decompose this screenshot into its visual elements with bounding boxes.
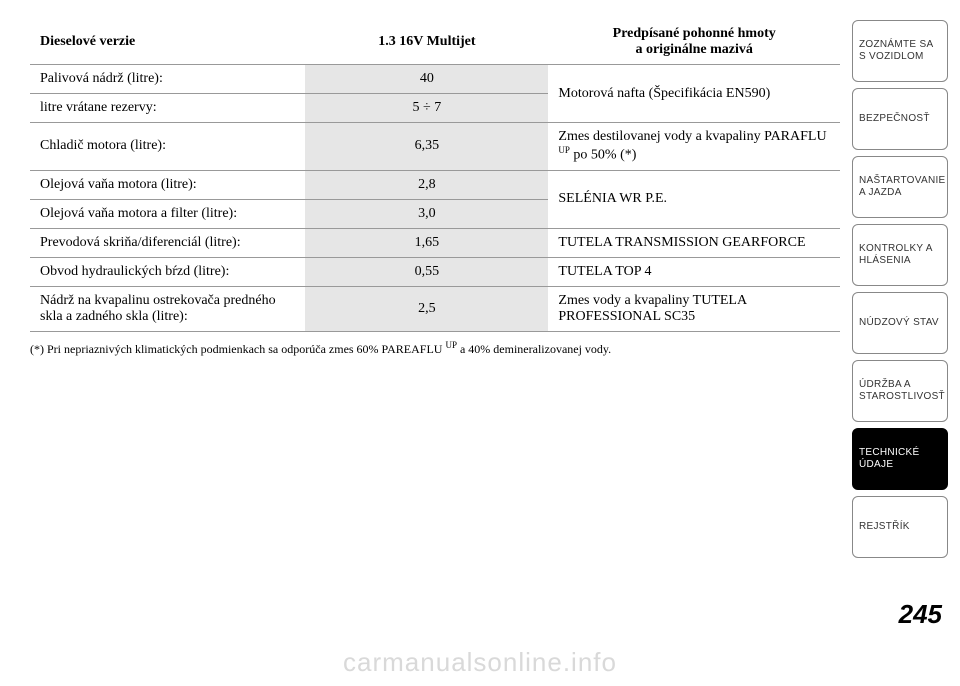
row-label: Obvod hydraulických bŕzd (litre):: [30, 257, 305, 286]
sidebar-tab-2[interactable]: NAŠTARTOVANIE A JAZDA: [852, 156, 948, 218]
sidebar-tab-6[interactable]: TECHNICKÉ ÚDAJE: [852, 428, 948, 490]
header-col2: 1.3 16V Multijet: [305, 20, 548, 65]
row-rec: Motorová nafta (Špecifikácia EN590): [548, 65, 840, 123]
row-label: Olejová vaňa motora (litre):: [30, 170, 305, 199]
row-rec: SELÉNIA WR P.E.: [548, 170, 840, 228]
sidebar-tab-5[interactable]: ÚDRŽBA A STAROSTLIVOSŤ: [852, 360, 948, 422]
row-value: 3,0: [305, 199, 548, 228]
table-header-row: Dieselové verzie 1.3 16V Multijet Predpí…: [30, 20, 840, 65]
table-row: Prevodová skriňa/diferenciál (litre): 1,…: [30, 228, 840, 257]
row-rec: Zmes vody a kvapaliny TUTELA PROFESSIONA…: [548, 286, 840, 331]
row-label: Nádrž na kvapalinu ostrekovača predného …: [30, 286, 305, 331]
watermark: carmanualsonline.info: [0, 647, 960, 678]
row-value: 1,65: [305, 228, 548, 257]
header-col3-line2: a originálne mazivá: [635, 42, 752, 57]
row-rec: TUTELA TRANSMISSION GEARFORCE: [548, 228, 840, 257]
row-label: Prevodová skriňa/diferenciál (litre):: [30, 228, 305, 257]
sidebar-tab-7[interactable]: REJSTŘÍK: [852, 496, 948, 558]
table-row: Chladič motora (litre): 6,35 Zmes destil…: [30, 123, 840, 171]
sidebar-tab-0[interactable]: ZOZNÁMTE SA S VOZIDLOM: [852, 20, 948, 82]
page-number: 245: [899, 599, 942, 630]
row-label: Chladič motora (litre):: [30, 123, 305, 171]
spec-table: Dieselové verzie 1.3 16V Multijet Predpí…: [30, 20, 840, 332]
row-label: litre vrátane rezervy:: [30, 94, 305, 123]
row-value: 2,8: [305, 170, 548, 199]
header-col3-line1: Predpísané pohonné hmoty: [613, 26, 776, 41]
sidebar-nav: ZOZNÁMTE SA S VOZIDLOMBEZPEČNOSŤNAŠTARTO…: [852, 20, 948, 558]
table-row: Nádrž na kvapalinu ostrekovača predného …: [30, 286, 840, 331]
row-rec: Zmes destilovanej vody a kvapaliny PARAF…: [548, 123, 840, 171]
header-col3: Predpísané pohonné hmoty a originálne ma…: [548, 20, 840, 65]
row-label: Olejová vaňa motora a filter (litre):: [30, 199, 305, 228]
row-value: 40: [305, 65, 548, 94]
row-label: Palivová nádrž (litre):: [30, 65, 305, 94]
row-value: 0,55: [305, 257, 548, 286]
row-rec: TUTELA TOP 4: [548, 257, 840, 286]
sidebar-tab-4[interactable]: NÚDZOVÝ STAV: [852, 292, 948, 354]
header-col1: Dieselové verzie: [30, 20, 305, 65]
sidebar-tab-3[interactable]: KONTROLKY A HLÁSENIA: [852, 224, 948, 286]
table-row: Obvod hydraulických bŕzd (litre): 0,55 T…: [30, 257, 840, 286]
table-row: Olejová vaňa motora (litre): 2,8 SELÉNIA…: [30, 170, 840, 199]
row-value: 6,35: [305, 123, 548, 171]
footnote: (*) Pri nepriaznivých klimatických podmi…: [30, 340, 840, 357]
sidebar-tab-1[interactable]: BEZPEČNOSŤ: [852, 88, 948, 150]
row-value: 2,5: [305, 286, 548, 331]
content-area: Dieselové verzie 1.3 16V Multijet Predpí…: [30, 20, 840, 357]
table-row: Palivová nádrž (litre): 40 Motorová naft…: [30, 65, 840, 94]
row-value: 5 ÷ 7: [305, 94, 548, 123]
